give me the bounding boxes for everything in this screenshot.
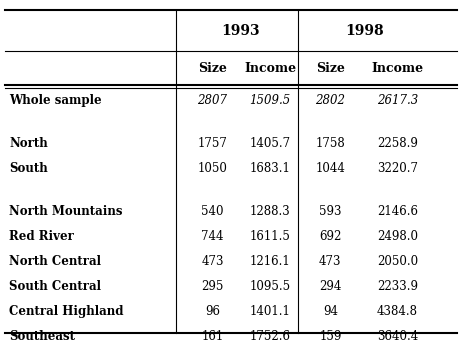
Text: North Central: North Central	[9, 255, 101, 268]
Text: 159: 159	[319, 329, 341, 340]
Text: 294: 294	[319, 280, 341, 293]
Text: Southeast: Southeast	[9, 329, 75, 340]
Text: 2807: 2807	[198, 94, 227, 107]
Text: 1757: 1757	[198, 137, 227, 150]
Text: 1993: 1993	[221, 23, 260, 38]
Text: 744: 744	[201, 230, 224, 243]
Text: 1611.5: 1611.5	[250, 230, 291, 243]
Text: 1401.1: 1401.1	[250, 305, 291, 318]
Text: 1044: 1044	[316, 162, 345, 175]
Text: Whole sample: Whole sample	[9, 94, 102, 107]
Text: South Central: South Central	[9, 280, 101, 293]
Text: 692: 692	[319, 230, 341, 243]
Text: 1683.1: 1683.1	[250, 162, 291, 175]
Text: 1998: 1998	[346, 23, 384, 38]
Text: 1509.5: 1509.5	[249, 94, 291, 107]
Text: 3220.7: 3220.7	[377, 162, 418, 175]
Text: 161: 161	[201, 329, 224, 340]
Text: 2233.9: 2233.9	[377, 280, 418, 293]
Text: 2258.9: 2258.9	[377, 137, 418, 150]
Text: 473: 473	[319, 255, 341, 268]
Text: Income: Income	[371, 62, 423, 74]
Text: 1752.6: 1752.6	[250, 329, 291, 340]
Text: 295: 295	[201, 280, 224, 293]
Text: 2050.0: 2050.0	[377, 255, 418, 268]
Text: 4384.8: 4384.8	[377, 305, 418, 318]
Text: 593: 593	[319, 205, 341, 219]
Text: Central Highland: Central Highland	[9, 305, 124, 318]
Text: 3640.4: 3640.4	[377, 329, 418, 340]
Text: 2802: 2802	[316, 94, 345, 107]
Text: 1758: 1758	[316, 137, 345, 150]
Text: 2617.3: 2617.3	[377, 94, 418, 107]
Text: 96: 96	[205, 305, 220, 318]
Text: 2146.6: 2146.6	[377, 205, 418, 219]
Text: Size: Size	[198, 62, 227, 74]
Text: Red River: Red River	[9, 230, 74, 243]
Text: Size: Size	[316, 62, 345, 74]
Text: North: North	[9, 137, 48, 150]
Text: 2498.0: 2498.0	[377, 230, 418, 243]
Text: 1288.3: 1288.3	[250, 205, 291, 219]
Text: North Mountains: North Mountains	[9, 205, 123, 219]
Text: Income: Income	[244, 62, 296, 74]
Text: 94: 94	[323, 305, 338, 318]
Text: 1095.5: 1095.5	[249, 280, 291, 293]
Text: 540: 540	[201, 205, 224, 219]
Text: 473: 473	[201, 255, 224, 268]
Text: 1216.1: 1216.1	[250, 255, 291, 268]
Text: 1405.7: 1405.7	[249, 137, 291, 150]
Text: 1050: 1050	[198, 162, 227, 175]
Text: South: South	[9, 162, 48, 175]
